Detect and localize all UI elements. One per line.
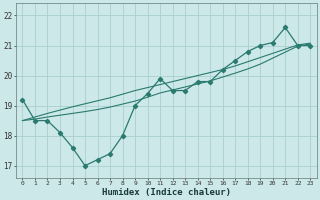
X-axis label: Humidex (Indice chaleur): Humidex (Indice chaleur): [102, 188, 231, 197]
